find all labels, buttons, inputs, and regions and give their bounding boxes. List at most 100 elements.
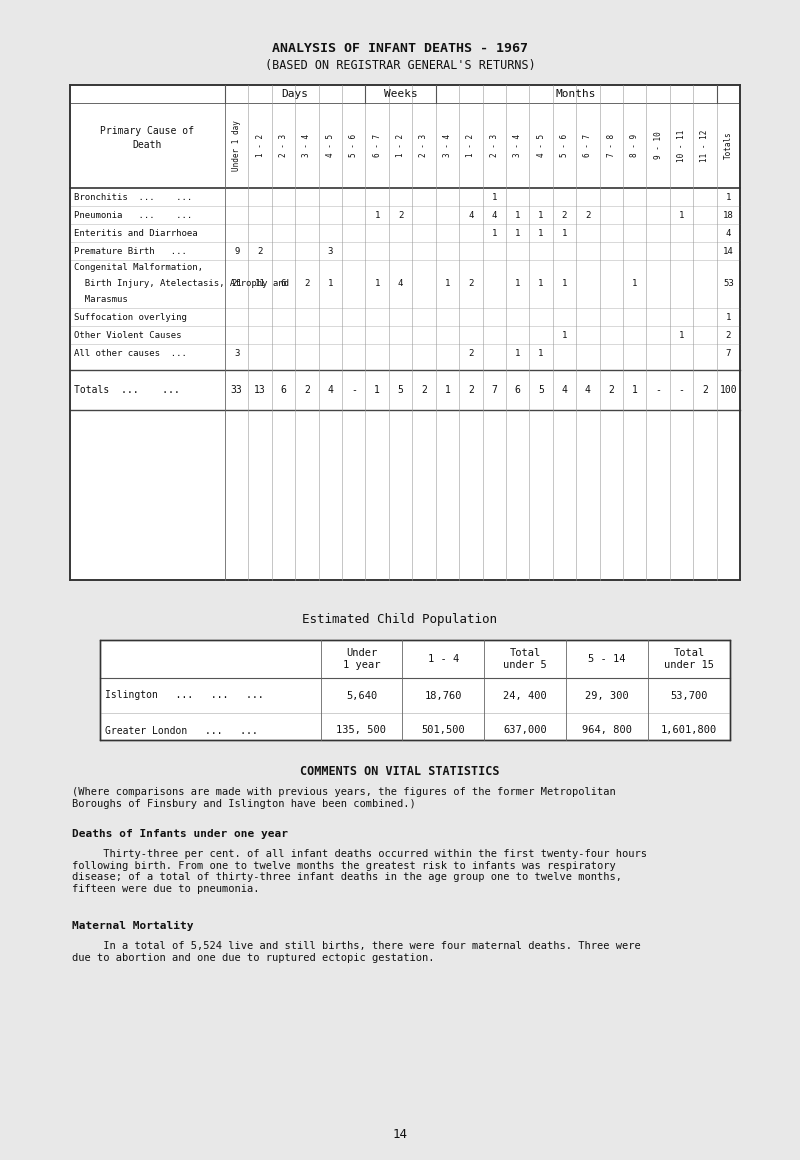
Text: Thirty-three per cent. of all infant deaths occurred within the first twenty-fou: Thirty-three per cent. of all infant dea… [72, 849, 647, 894]
Text: 4: 4 [491, 210, 497, 219]
Text: 3: 3 [234, 348, 239, 357]
Text: Totals: Totals [724, 131, 733, 159]
Text: 33: 33 [231, 385, 242, 396]
Text: 14: 14 [393, 1129, 407, 1141]
Text: 4: 4 [562, 385, 567, 396]
Text: -: - [678, 385, 685, 396]
Text: 8 - 9: 8 - 9 [630, 133, 639, 157]
Text: 2: 2 [468, 348, 474, 357]
Text: 18,760: 18,760 [425, 690, 462, 701]
Text: 2: 2 [608, 385, 614, 396]
Text: Primary Cause of: Primary Cause of [101, 125, 194, 136]
Text: 6 - 7: 6 - 7 [583, 133, 592, 157]
Text: In a total of 5,524 live and still births, there were four maternal deaths. Thre: In a total of 5,524 live and still birth… [72, 941, 641, 963]
Text: 3 - 4: 3 - 4 [513, 133, 522, 157]
Bar [100, 640, 730, 740]
Text: Bronchitis  ...    ...: Bronchitis ... ... [74, 193, 192, 202]
Text: 6: 6 [281, 280, 286, 289]
Text: Estimated Child Population: Estimated Child Population [302, 614, 498, 626]
Text: 1: 1 [445, 385, 450, 396]
Bar [70, 85, 740, 580]
Text: -: - [351, 385, 357, 396]
Text: 1: 1 [328, 280, 333, 289]
Text: 1 - 2: 1 - 2 [396, 133, 405, 157]
Text: 1: 1 [538, 210, 544, 219]
Text: 5: 5 [398, 385, 403, 396]
Text: 6: 6 [514, 385, 521, 396]
Text: 53: 53 [723, 280, 734, 289]
Text: 1: 1 [515, 229, 520, 238]
Text: Months: Months [556, 89, 596, 99]
Text: 1 - 2: 1 - 2 [256, 133, 265, 157]
Text: 1: 1 [562, 331, 567, 340]
Text: Islington   ...   ...   ...: Islington ... ... ... [105, 690, 264, 701]
Text: 2: 2 [702, 385, 708, 396]
Text: 21: 21 [231, 280, 242, 289]
Text: 1: 1 [538, 229, 544, 238]
Text: 13: 13 [254, 385, 266, 396]
Text: 1: 1 [515, 210, 520, 219]
Text: 3 - 4: 3 - 4 [443, 133, 452, 157]
Text: 2: 2 [468, 280, 474, 289]
Text: (Where comparisons are made with previous years, the figures of the former Metro: (Where comparisons are made with previou… [72, 786, 616, 809]
Text: 2 - 3: 2 - 3 [279, 133, 288, 157]
Text: 2: 2 [468, 385, 474, 396]
Text: 11 - 12: 11 - 12 [700, 129, 710, 161]
Text: 100: 100 [719, 385, 737, 396]
Text: (BASED ON REGISTRAR GENERAL'S RETURNS): (BASED ON REGISTRAR GENERAL'S RETURNS) [265, 59, 535, 72]
Text: Total
under 5: Total under 5 [503, 648, 547, 669]
Text: 24, 400: 24, 400 [503, 690, 547, 701]
Text: 2: 2 [726, 331, 731, 340]
Text: 2: 2 [258, 247, 263, 255]
Text: Premature Birth   ...: Premature Birth ... [74, 247, 187, 255]
Text: 1 - 4: 1 - 4 [428, 654, 459, 664]
Text: -: - [655, 385, 661, 396]
Text: 2: 2 [562, 210, 567, 219]
Text: 1: 1 [374, 385, 380, 396]
Text: 4: 4 [726, 229, 731, 238]
Text: 1: 1 [632, 385, 638, 396]
Text: 4 - 5: 4 - 5 [326, 133, 335, 157]
Text: Totals  ...    ...: Totals ... ... [74, 385, 180, 396]
Text: 4 - 5: 4 - 5 [537, 133, 546, 157]
Text: 7: 7 [491, 385, 497, 396]
Text: 11: 11 [254, 280, 266, 289]
Text: 1: 1 [374, 210, 380, 219]
Text: 1: 1 [445, 280, 450, 289]
Text: 1: 1 [538, 280, 544, 289]
Text: 5 - 14: 5 - 14 [589, 654, 626, 664]
Text: 1: 1 [538, 348, 544, 357]
Text: 1: 1 [491, 229, 497, 238]
Text: Greater London   ...   ...: Greater London ... ... [105, 725, 258, 735]
Text: All other causes  ...: All other causes ... [74, 348, 187, 357]
Text: 637,000: 637,000 [503, 725, 547, 735]
Text: Other Violent Causes: Other Violent Causes [74, 331, 182, 340]
Text: 4: 4 [468, 210, 474, 219]
Text: 135, 500: 135, 500 [337, 725, 386, 735]
Text: 1 - 2: 1 - 2 [466, 133, 475, 157]
Text: 2: 2 [304, 280, 310, 289]
Text: 7: 7 [726, 348, 731, 357]
Text: 5 - 6: 5 - 6 [350, 133, 358, 157]
Text: Death: Death [133, 139, 162, 150]
Text: 2: 2 [398, 210, 403, 219]
Text: 5: 5 [538, 385, 544, 396]
Text: 1: 1 [515, 280, 520, 289]
Text: 1,601,800: 1,601,800 [661, 725, 717, 735]
Text: 1: 1 [562, 229, 567, 238]
Text: Enteritis and Diarrhoea: Enteritis and Diarrhoea [74, 229, 198, 238]
Text: 2: 2 [421, 385, 427, 396]
Text: Under 1 day: Under 1 day [232, 121, 242, 171]
Text: 1: 1 [726, 312, 731, 321]
Text: Suffocation overlying: Suffocation overlying [74, 312, 187, 321]
Text: Weeks: Weeks [384, 89, 418, 99]
Text: 10 - 11: 10 - 11 [677, 129, 686, 161]
Text: 9 - 10: 9 - 10 [654, 131, 662, 159]
Text: Deaths of Infants under one year: Deaths of Infants under one year [72, 829, 288, 839]
Text: 1: 1 [632, 280, 638, 289]
Text: 1: 1 [374, 280, 380, 289]
Text: Congenital Malformation,: Congenital Malformation, [74, 263, 203, 273]
Text: 964, 800: 964, 800 [582, 725, 632, 735]
Text: 1: 1 [678, 210, 684, 219]
Text: 18: 18 [723, 210, 734, 219]
